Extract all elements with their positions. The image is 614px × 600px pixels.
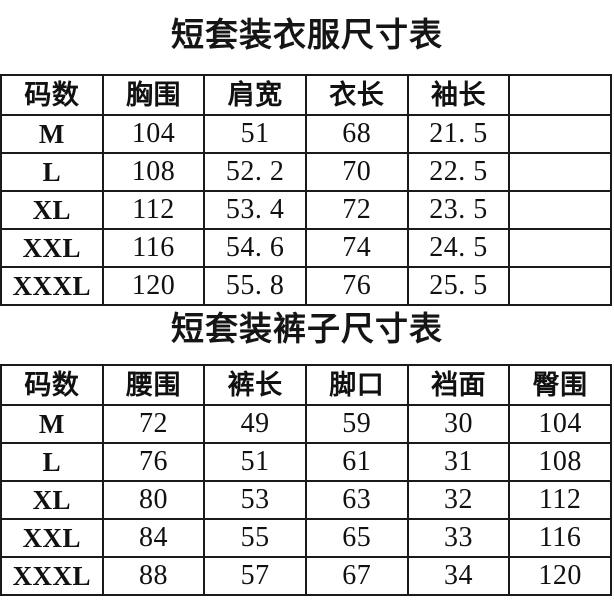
table-row: M 104 51 68 21. 5 bbox=[0, 114, 612, 154]
cell-inseam: 51 bbox=[203, 442, 307, 482]
cell-sleeve: 21. 5 bbox=[406, 114, 511, 154]
cell-bust: 108 bbox=[101, 152, 206, 192]
cell-hip: 104 bbox=[508, 404, 612, 444]
cell-sleeve: 25. 5 bbox=[406, 266, 511, 306]
cell-cuff: 63 bbox=[304, 480, 409, 520]
apparel-table-head: 码数 胸围 肩宽 衣长 袖长 bbox=[0, 74, 612, 116]
cell-waist: 72 bbox=[101, 404, 206, 444]
cell-length: 68 bbox=[304, 114, 409, 154]
cell-cuff: 65 bbox=[304, 518, 409, 558]
table-row: XXL 116 54. 6 74 24. 5 bbox=[0, 228, 612, 268]
cell-bust: 104 bbox=[101, 114, 206, 154]
cell-cuff: 61 bbox=[304, 442, 409, 482]
cell-inseam: 53 bbox=[203, 480, 307, 520]
cell-empty bbox=[508, 228, 612, 268]
cell-size-code: L bbox=[0, 152, 104, 192]
table-row: L 76 51 61 31 108 bbox=[0, 442, 612, 482]
cell-waist: 76 bbox=[101, 442, 206, 482]
cell-size-code: XXL bbox=[0, 228, 104, 268]
cell-bust: 112 bbox=[101, 190, 206, 230]
cell-sleeve: 22. 5 bbox=[406, 152, 511, 192]
header-cell-length: 衣长 bbox=[304, 74, 409, 116]
cell-rise: 34 bbox=[406, 556, 511, 596]
cell-length: 74 bbox=[304, 228, 409, 268]
cell-inseam: 55 bbox=[203, 518, 307, 558]
cell-shoulder: 53. 4 bbox=[203, 190, 307, 230]
cell-hip: 112 bbox=[508, 480, 612, 520]
header-cell-hip: 臀围 bbox=[508, 364, 612, 406]
cell-size-code: XL bbox=[0, 480, 104, 520]
cell-rise: 33 bbox=[406, 518, 511, 558]
cell-length: 70 bbox=[304, 152, 409, 192]
cell-waist: 84 bbox=[101, 518, 206, 558]
cell-hip: 116 bbox=[508, 518, 612, 558]
table-row: XXXL 120 55. 8 76 25. 5 bbox=[0, 266, 612, 306]
cell-waist: 88 bbox=[101, 556, 206, 596]
pants-table-head: 码数 腰围 裤长 脚口 裆面 臀围 bbox=[0, 364, 612, 406]
cell-shoulder: 54. 6 bbox=[203, 228, 307, 268]
cell-shoulder: 51 bbox=[203, 114, 307, 154]
apparel-table-title: 短套装衣服尺寸表 bbox=[171, 18, 443, 54]
cell-empty bbox=[508, 190, 612, 230]
cell-cuff: 67 bbox=[304, 556, 409, 596]
header-cell-cuff: 脚口 bbox=[304, 364, 409, 406]
cell-rise: 30 bbox=[406, 404, 511, 444]
table-row: M 72 49 59 30 104 bbox=[0, 404, 612, 444]
header-cell-bust: 胸围 bbox=[101, 74, 206, 116]
header-cell-rise: 裆面 bbox=[406, 364, 511, 406]
header-cell-inseam: 裤长 bbox=[203, 364, 307, 406]
cell-rise: 32 bbox=[406, 480, 511, 520]
cell-length: 72 bbox=[304, 190, 409, 230]
header-cell-shoulder: 肩宽 bbox=[203, 74, 307, 116]
cell-shoulder: 52. 2 bbox=[203, 152, 307, 192]
cell-size-code: XL bbox=[0, 190, 104, 230]
cell-size-code: XXXL bbox=[0, 556, 104, 596]
cell-shoulder: 55. 8 bbox=[203, 266, 307, 306]
cell-size-code: M bbox=[0, 114, 104, 154]
header-cell-code: 码数 bbox=[0, 364, 104, 406]
cell-waist: 80 bbox=[101, 480, 206, 520]
cell-bust: 116 bbox=[101, 228, 206, 268]
cell-size-code: XXXL bbox=[0, 266, 104, 306]
cell-length: 76 bbox=[304, 266, 409, 306]
cell-hip: 120 bbox=[508, 556, 612, 596]
cell-sleeve: 23. 5 bbox=[406, 190, 511, 230]
cell-size-code: M bbox=[0, 404, 104, 444]
cell-rise: 31 bbox=[406, 442, 511, 482]
header-cell-code: 码数 bbox=[0, 74, 104, 116]
cell-cuff: 59 bbox=[304, 404, 409, 444]
table-row: XXXL 88 57 67 34 120 bbox=[0, 556, 612, 596]
cell-hip: 108 bbox=[508, 442, 612, 482]
cell-sleeve: 24. 5 bbox=[406, 228, 511, 268]
table-row: XXL 84 55 65 33 116 bbox=[0, 518, 612, 558]
apparel-size-table: 码数 胸围 肩宽 衣长 袖长 M 104 51 68 21. 5 L 108 5… bbox=[0, 74, 612, 306]
apparel-table-title-block: 短套装衣服尺寸表 bbox=[0, 16, 614, 62]
cell-size-code: XXL bbox=[0, 518, 104, 558]
pants-size-table: 码数 腰围 裤长 脚口 裆面 臀围 M 72 49 59 30 104 L 76… bbox=[0, 364, 612, 596]
cell-inseam: 49 bbox=[203, 404, 307, 444]
header-cell-sleeve: 袖长 bbox=[406, 74, 511, 116]
cell-empty bbox=[508, 114, 612, 154]
table-row: XL 80 53 63 32 112 bbox=[0, 480, 612, 520]
table-header-row: 码数 腰围 裤长 脚口 裆面 臀围 bbox=[0, 364, 612, 406]
pants-table-body: M 72 49 59 30 104 L 76 51 61 31 108 XL 8… bbox=[0, 404, 612, 596]
header-cell-waist: 腰围 bbox=[101, 364, 206, 406]
cell-inseam: 57 bbox=[203, 556, 307, 596]
cell-size-code: L bbox=[0, 442, 104, 482]
cell-empty bbox=[508, 152, 612, 192]
cell-bust: 120 bbox=[101, 266, 206, 306]
table-row: L 108 52. 2 70 22. 5 bbox=[0, 152, 612, 192]
table-header-row: 码数 胸围 肩宽 衣长 袖长 bbox=[0, 74, 612, 116]
cell-empty bbox=[508, 266, 612, 306]
pants-table-title-block: 短套装裤子尺寸表 bbox=[0, 310, 614, 356]
header-cell-empty bbox=[508, 74, 612, 116]
apparel-table-body: M 104 51 68 21. 5 L 108 52. 2 70 22. 5 X… bbox=[0, 114, 612, 306]
table-row: XL 112 53. 4 72 23. 5 bbox=[0, 190, 612, 230]
pants-table-title: 短套装裤子尺寸表 bbox=[171, 312, 443, 348]
